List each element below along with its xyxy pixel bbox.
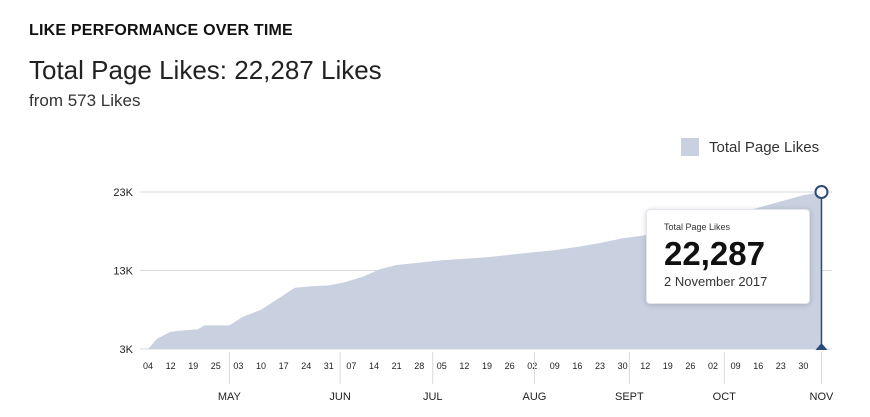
legend-label: Total Page Likes: [709, 138, 820, 156]
x-day-tick-label: 17: [279, 361, 289, 371]
y-tick-label: 13K: [113, 266, 133, 278]
y-tick-label: 3K: [120, 344, 134, 356]
tooltip-date: 2 November 2017: [664, 274, 768, 289]
tooltip-label: Total Page Likes: [664, 222, 731, 232]
y-tick-label: 23K: [113, 187, 133, 199]
section-title: LIKE PERFORMANCE OVER TIME: [29, 22, 293, 39]
chart-legend[interactable]: Total Page Likes: [681, 138, 819, 156]
subline-start-likes: from 573 Likes: [29, 91, 141, 110]
x-month-label: AUG: [523, 391, 547, 403]
x-day-tick-label: 26: [505, 361, 515, 371]
x-day-tick-label: 16: [572, 361, 582, 371]
x-day-tick-label: 23: [776, 361, 786, 371]
x-day-tick-label: 30: [618, 361, 628, 371]
legend-swatch: [681, 138, 699, 156]
x-day-tick-label: 24: [301, 361, 311, 371]
x-day-tick-label: 23: [595, 361, 605, 371]
x-month-label: JUN: [329, 391, 350, 403]
x-day-tick-label: 30: [798, 361, 808, 371]
value-tooltip: Total Page Likes 22,287 2 November 2017: [646, 209, 810, 304]
headline-total-likes: Total Page Likes: 22,287 Likes: [29, 55, 382, 85]
likes-area-series: [148, 192, 822, 349]
x-day-tick-label: 09: [550, 361, 560, 371]
hover-point[interactable]: [814, 185, 829, 199]
x-day-tick-label: 12: [459, 361, 469, 371]
x-day-tick-label: 14: [369, 361, 379, 371]
x-month-label: OCT: [713, 391, 737, 403]
x-day-tick-label: 10: [256, 361, 266, 371]
x-month-label: JUL: [423, 391, 443, 403]
x-day-tick-label: 02: [708, 361, 718, 371]
x-day-tick-label: 05: [437, 361, 447, 371]
x-day-tick-label: 07: [346, 361, 356, 371]
x-month-label: SEPT: [615, 391, 644, 403]
x-day-tick-label: 19: [482, 361, 492, 371]
x-day-tick-label: 26: [685, 361, 695, 371]
x-axis-ticks: 04 12 19 25 03 10 17 24 31 07 14 21 28 05 12 19 26 02 09 16…: [143, 352, 834, 403]
x-day-tick-label: 25: [211, 361, 221, 371]
x-month-label: MAY: [218, 391, 242, 403]
x-day-tick-label: 09: [731, 361, 741, 371]
hover-axis-marker: [815, 343, 828, 350]
tooltip-value: 22,287: [664, 235, 765, 272]
x-day-tick-label: 19: [663, 361, 673, 371]
x-day-tick-label: 12: [166, 361, 176, 371]
x-day-tick-label: 03: [233, 361, 243, 371]
x-day-tick-label: 19: [188, 361, 198, 371]
x-day-tick-label: 31: [324, 361, 334, 371]
x-month-label: NOV: [810, 391, 835, 403]
x-day-tick-label: 16: [753, 361, 763, 371]
x-day-tick-label: 28: [414, 361, 424, 371]
x-day-tick-label: 04: [143, 361, 153, 371]
hover-marker: [814, 185, 829, 350]
x-day-tick-label: 02: [527, 361, 537, 371]
x-day-tick-label: 12: [640, 361, 650, 371]
y-axis-ticks: 3K 13K 23K: [113, 187, 133, 356]
x-day-tick-label: 21: [392, 361, 402, 371]
